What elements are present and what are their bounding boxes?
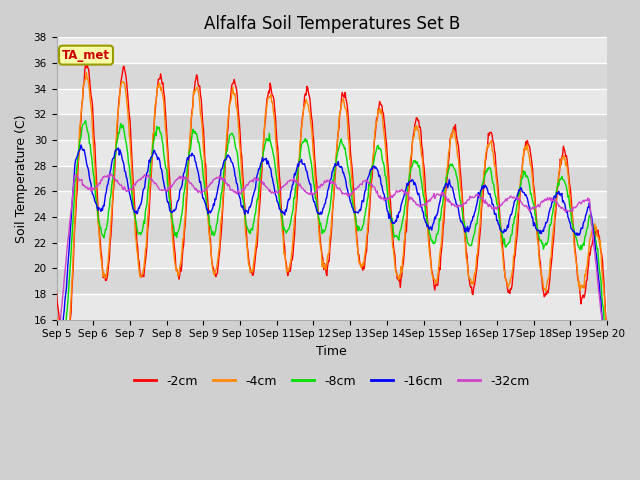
Title: Alfalfa Soil Temperatures Set B: Alfalfa Soil Temperatures Set B (204, 15, 460, 33)
Bar (56, 89, 607, 114)
Bar (56, 63, 607, 89)
X-axis label: Time: Time (316, 345, 347, 358)
Bar (56, 37, 607, 63)
Text: TA_met: TA_met (62, 48, 110, 61)
Y-axis label: Soil Temperature (C): Soil Temperature (C) (15, 114, 28, 243)
Bar (56, 268, 607, 294)
Bar (56, 243, 607, 268)
Bar (56, 217, 607, 243)
Bar (56, 192, 607, 217)
Bar (56, 166, 607, 192)
Bar (56, 114, 607, 140)
Bar (56, 294, 607, 320)
Legend: -2cm, -4cm, -8cm, -16cm, -32cm: -2cm, -4cm, -8cm, -16cm, -32cm (129, 370, 534, 393)
Bar (56, 140, 607, 166)
